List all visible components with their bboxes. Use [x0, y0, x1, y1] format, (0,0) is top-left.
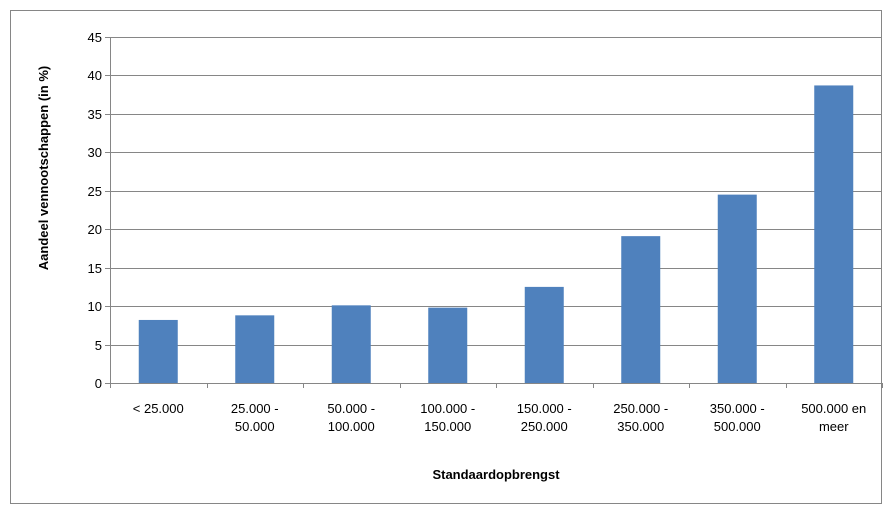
x-tick-labels: < 25.000 25.000 -50.000 50.000 -100.000 100…	[133, 401, 867, 434]
bar	[235, 315, 275, 383]
y-tick-label: 35	[88, 107, 102, 122]
y-tick-label: 25	[88, 184, 102, 199]
x-tick-label: 25.000 -50.000	[231, 401, 279, 434]
y-tick-label: 10	[88, 299, 102, 314]
bar	[428, 307, 468, 383]
x-tick-label: 500.000 en meer	[801, 401, 866, 434]
x-tick-label: < 25.000	[133, 401, 184, 416]
x-tick-label: 50.000 -100.000	[327, 401, 375, 434]
bar	[331, 305, 371, 383]
y-tick-label: 40	[88, 68, 102, 83]
y-tick-label: 20	[88, 222, 102, 237]
bar	[717, 194, 757, 383]
x-tick-label: 350.000 -500.000	[710, 401, 765, 434]
x-axis-title: Standaardopbrengst	[432, 467, 560, 482]
gridlines	[110, 37, 882, 346]
y-axis-title: Aandeel vennootschappen (in %)	[36, 66, 51, 270]
y-tick-labels: 0 5 10 15 20 25 30 35 40 45	[88, 30, 102, 391]
bar	[524, 286, 564, 383]
y-tick-label: 30	[88, 145, 102, 160]
bars	[138, 85, 854, 383]
x-tick-label: 250.000 -350.000	[613, 401, 668, 434]
bar	[814, 85, 854, 383]
bar	[138, 319, 178, 383]
y-tick-label: 0	[95, 376, 102, 391]
x-tick-label: 150.000 -250.000	[517, 401, 572, 434]
y-tick-label: 45	[88, 30, 102, 45]
y-tick-label: 5	[95, 338, 102, 353]
y-tick-label: 15	[88, 261, 102, 276]
bar	[621, 236, 661, 383]
x-tick-label: 100.000 -150.000	[420, 401, 475, 434]
axes	[105, 37, 883, 388]
